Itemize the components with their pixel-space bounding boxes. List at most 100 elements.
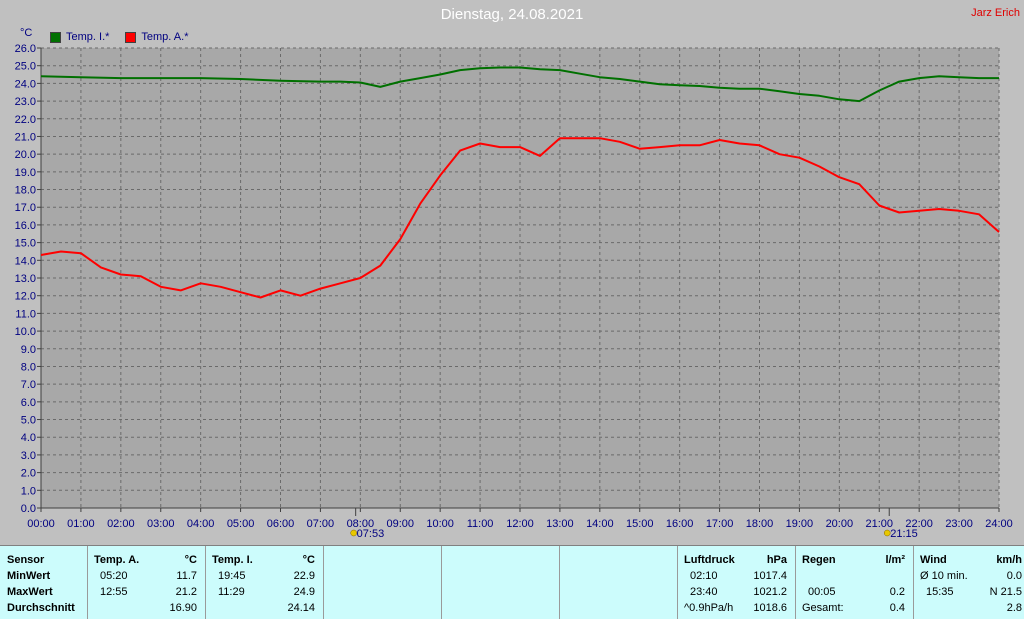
x-tick-label: 09:00 bbox=[386, 518, 414, 530]
chart-title: Dienstag, 24.08.2021 bbox=[440, 6, 584, 23]
wind-unit: km/h bbox=[996, 554, 1022, 566]
stats-col-pressure: Luftdruck hPa 02:10 1017.4 23:40 1021.2 … bbox=[678, 546, 796, 619]
y-tick-label: 12.0 bbox=[15, 291, 36, 303]
x-tick-label: 15:00 bbox=[626, 518, 654, 530]
x-tick-label: 17:00 bbox=[706, 518, 734, 530]
rain-header: Regen bbox=[802, 554, 836, 566]
rain-total: 0.4 bbox=[889, 602, 905, 614]
y-tick-label: 4.0 bbox=[21, 432, 36, 444]
legend-label-temp-i: Temp. I.* bbox=[66, 31, 110, 43]
wind-gust-val: N 21.5 bbox=[989, 586, 1022, 598]
y-tick-label: 26.0 bbox=[15, 43, 36, 55]
x-tick-label: 06:00 bbox=[267, 518, 295, 530]
x-tick-label: 23:00 bbox=[945, 518, 973, 530]
y-tick-label: 22.0 bbox=[15, 114, 36, 126]
legend-swatch-temp-a bbox=[125, 31, 137, 43]
x-tick-label: 12:00 bbox=[506, 518, 534, 530]
x-tick-label: 24:00 bbox=[985, 518, 1013, 530]
x-tick-label: 08:00 bbox=[347, 518, 375, 530]
legend: Temp. I.* Temp. A.* bbox=[50, 31, 188, 43]
pressure-max-val: 1021.2 bbox=[753, 586, 787, 598]
stats-col-labels: Sensor MinWert MaxWert Durchschnitt bbox=[0, 546, 88, 619]
x-tick-label: 13:00 bbox=[546, 518, 574, 530]
temp-i-min-val: 22.9 bbox=[293, 570, 315, 582]
stats-panel: Sensor MinWert MaxWert Durchschnitt Temp… bbox=[0, 545, 1024, 619]
y-tick-label: 19.0 bbox=[15, 167, 36, 179]
pressure-min-time: 02:10 bbox=[690, 570, 718, 582]
temp-a-max-val: 21.2 bbox=[175, 586, 197, 598]
x-tick-label: 10:00 bbox=[426, 518, 454, 530]
temp-i-max-time: 11:29 bbox=[218, 586, 245, 598]
x-tick-label: 16:00 bbox=[666, 518, 694, 530]
x-tick-label: 00:00 bbox=[27, 518, 55, 530]
stats-col-empty-1 bbox=[324, 546, 442, 619]
x-tick-label: 01:00 bbox=[67, 518, 95, 530]
y-tick-label: 25.0 bbox=[15, 61, 36, 73]
temp-a-max-time: 12:55 bbox=[100, 586, 128, 598]
y-tick-label: 0.0 bbox=[21, 503, 36, 515]
y-tick-label: 24.0 bbox=[15, 78, 36, 90]
x-tick-label: 21:00 bbox=[865, 518, 893, 530]
sunset-label: 21:15 bbox=[890, 528, 918, 540]
sunset-icon bbox=[883, 529, 891, 537]
stats-col-empty-2 bbox=[442, 546, 560, 619]
rain-val: 0.2 bbox=[889, 586, 905, 598]
rain-time: 00:05 bbox=[808, 586, 836, 598]
y-tick-label: 3.0 bbox=[21, 450, 36, 462]
stats-col-temp-i: Temp. I. °C 19:45 22.9 11:29 24.9 24.14 bbox=[206, 546, 324, 619]
x-tick-label: 14:00 bbox=[586, 518, 614, 530]
stats-avg-label: Durchschnitt bbox=[7, 602, 75, 614]
legend-item-temp-a: Temp. A.* bbox=[125, 31, 188, 43]
wind-avg-val: 0.0 bbox=[1006, 570, 1022, 582]
legend-swatch-temp-i bbox=[50, 31, 61, 43]
x-tick-label: 18:00 bbox=[746, 518, 774, 530]
temp-a-min-time: 05:20 bbox=[100, 570, 128, 582]
temp-a-header: Temp. A. bbox=[94, 554, 140, 566]
y-tick-label: 8.0 bbox=[21, 361, 36, 373]
temp-a-avg: 16.90 bbox=[169, 602, 197, 614]
pressure-min-val: 1017.4 bbox=[753, 570, 787, 582]
rain-unit: l/m² bbox=[885, 554, 905, 566]
x-tick-label: 02:00 bbox=[107, 518, 135, 530]
stats-col-wind: Wind km/h Ø 10 min. 0.0 15:35 N 21.5 2.8 bbox=[914, 546, 1024, 619]
y-tick-label: 11.0 bbox=[15, 308, 36, 320]
legend-label-temp-a: Temp. A.* bbox=[141, 31, 189, 43]
x-tick-label: 04:00 bbox=[187, 518, 215, 530]
x-tick-label: 07:00 bbox=[307, 518, 335, 530]
pressure-current: 1018.6 bbox=[753, 602, 787, 614]
y-tick-label: 1.0 bbox=[21, 485, 36, 497]
pressure-max-time: 23:40 bbox=[690, 586, 718, 598]
wind-avg-label: Ø 10 min. bbox=[920, 570, 968, 582]
wind-mean: 2.8 bbox=[1006, 602, 1022, 614]
series-line-temp-a bbox=[40, 137, 1000, 299]
temp-a-unit: °C bbox=[184, 554, 197, 566]
y-tick-label: 23.0 bbox=[15, 96, 36, 108]
y-tick-label: 9.0 bbox=[21, 344, 36, 356]
y-tick-label: 17.0 bbox=[15, 202, 36, 214]
y-tick-label: 18.0 bbox=[15, 185, 36, 197]
stats-min-label: MinWert bbox=[7, 570, 51, 582]
line-chart-svg: 0.0 1.0 2.0 3.0 4.0 5.0 6.0 7.0 8.0 9.0 10.0 11.0 12… bbox=[15, 43, 1013, 540]
pressure-unit: hPa bbox=[766, 554, 787, 566]
stats-max-label: MaxWert bbox=[7, 586, 53, 598]
temp-i-header: Temp. I. bbox=[212, 554, 253, 566]
y-axis-unit: °C bbox=[20, 27, 33, 39]
y-tick-label: 13.0 bbox=[15, 273, 36, 285]
series-line-temp-i bbox=[40, 66, 999, 103]
x-tick-label: 05:00 bbox=[227, 518, 255, 530]
temp-a-min-val: 11.7 bbox=[176, 570, 197, 582]
rain-total-label: Gesamt: bbox=[802, 602, 844, 614]
y-tick-label: 14.0 bbox=[15, 255, 36, 267]
legend-item-temp-i: Temp. I.* bbox=[50, 31, 109, 43]
temp-i-max-val: 24.9 bbox=[293, 586, 315, 598]
temp-i-unit: °C bbox=[302, 554, 315, 566]
pressure-trend: ^0.9hPa/h bbox=[684, 602, 734, 614]
stats-col-rain: Regen l/m² 00:05 0.2 Gesamt: 0.4 bbox=[796, 546, 914, 619]
y-tick-label: 20.0 bbox=[15, 149, 36, 161]
pressure-header: Luftdruck bbox=[684, 554, 735, 566]
y-tick-label: 16.0 bbox=[15, 220, 36, 232]
x-tick-label: 20:00 bbox=[826, 518, 854, 530]
y-tick-label: 6.0 bbox=[21, 397, 36, 409]
sunrise-label: 07:53 bbox=[357, 528, 385, 540]
y-tick-label: 2.0 bbox=[21, 468, 36, 480]
